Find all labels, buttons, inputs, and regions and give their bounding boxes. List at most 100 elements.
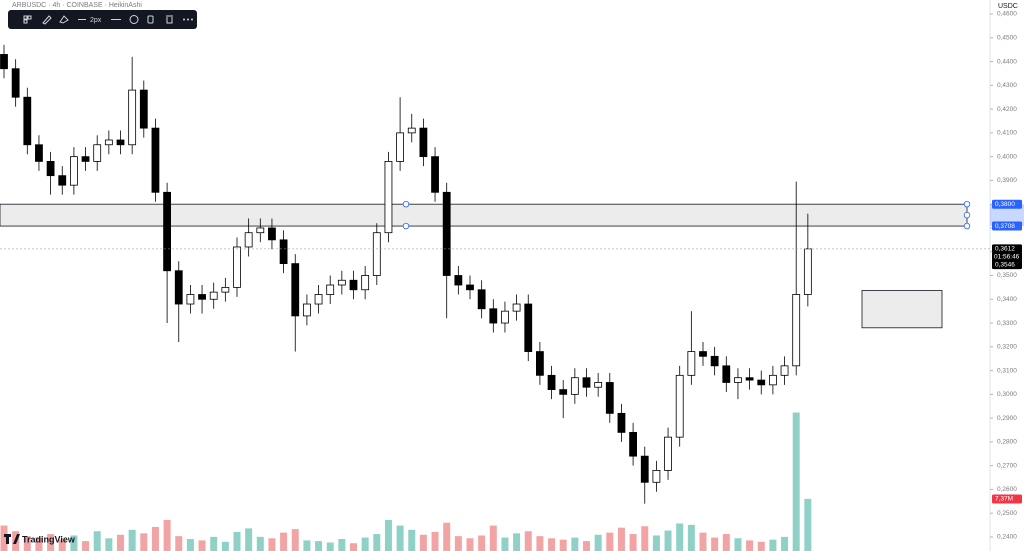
volume-bar bbox=[23, 536, 31, 551]
fill-icon[interactable] bbox=[59, 15, 69, 24]
volume-label-bg bbox=[992, 494, 1022, 504]
volume-bar bbox=[781, 536, 789, 551]
lock-icon[interactable] bbox=[147, 15, 154, 24]
more-icon[interactable] bbox=[183, 18, 185, 21]
candle-body bbox=[128, 89, 137, 146]
volume-bar bbox=[326, 542, 334, 551]
axis-zone-highlight bbox=[990, 204, 1024, 227]
zone-rect bbox=[861, 290, 943, 329]
candle-body bbox=[35, 144, 43, 162]
volume-bar bbox=[606, 532, 614, 551]
candle-body bbox=[442, 191, 451, 276]
price-label-bg bbox=[992, 199, 1022, 209]
volume-bar bbox=[408, 529, 416, 551]
drag-icon[interactable] bbox=[23, 15, 28, 20]
candle-body bbox=[256, 227, 265, 234]
candle-body bbox=[209, 291, 218, 300]
y-tick-label: 0,4300 bbox=[997, 82, 1017, 89]
volume-bar bbox=[454, 536, 462, 551]
y-tick-label: 0,4000 bbox=[997, 153, 1017, 160]
volume-bar bbox=[396, 525, 404, 551]
candle-body bbox=[46, 161, 55, 177]
candle-body bbox=[349, 279, 358, 291]
volume-bar bbox=[117, 534, 124, 551]
price-axis bbox=[990, 0, 1024, 551]
y-tick-label: 0,4600 bbox=[997, 11, 1017, 18]
line-width[interactable]: 2px bbox=[90, 17, 102, 24]
price-label: 0,3546 bbox=[995, 261, 1015, 268]
y-tick-label: 0,3500 bbox=[997, 272, 1017, 279]
candle-body bbox=[617, 412, 626, 433]
volume-bar bbox=[221, 541, 229, 551]
logo-text: TradingView bbox=[22, 534, 76, 544]
candle-body bbox=[104, 139, 113, 146]
volume-bar bbox=[186, 538, 194, 551]
candle-body bbox=[407, 127, 416, 134]
volume-bar bbox=[58, 539, 66, 551]
volume-bar bbox=[594, 534, 602, 551]
candle-body bbox=[244, 232, 253, 248]
toolbar-bg bbox=[8, 10, 197, 29]
volume-bar bbox=[140, 533, 148, 551]
volume-bar bbox=[641, 526, 649, 551]
volume-bar bbox=[0, 525, 8, 551]
y-tick-label: 0,3100 bbox=[997, 367, 1017, 374]
volume-bar bbox=[466, 538, 474, 551]
price-label-bg bbox=[992, 244, 1022, 254]
candle-body bbox=[780, 365, 789, 376]
volume-bar bbox=[524, 531, 532, 551]
settings-icon[interactable] bbox=[129, 15, 139, 24]
y-tick-label: 0,4400 bbox=[997, 58, 1017, 65]
volume-bar bbox=[291, 529, 299, 551]
volume-bar bbox=[128, 529, 136, 551]
volume-bar bbox=[233, 531, 241, 551]
y-tick-label: 0,4100 bbox=[997, 130, 1017, 137]
candle-body bbox=[640, 455, 649, 483]
candle-body bbox=[23, 96, 32, 146]
candle-body bbox=[710, 355, 719, 367]
axis-unit: USDC bbox=[998, 3, 1018, 10]
candle-body bbox=[70, 156, 78, 186]
candle-body bbox=[769, 374, 777, 386]
volume-bar bbox=[373, 534, 381, 551]
volume-bar bbox=[431, 531, 439, 551]
y-tick-label: 0,3000 bbox=[997, 391, 1017, 398]
volume-bar bbox=[315, 541, 323, 551]
y-tick-label: 0,3900 bbox=[997, 177, 1017, 184]
volume-bar bbox=[676, 523, 684, 551]
y-tick-label: 0,3400 bbox=[997, 296, 1017, 303]
candle-body bbox=[198, 294, 206, 300]
candle-body bbox=[372, 232, 381, 276]
volume-bar bbox=[489, 525, 497, 551]
candle-body bbox=[559, 389, 568, 395]
pencil-icon[interactable] bbox=[42, 15, 52, 25]
candle-body bbox=[81, 156, 90, 162]
volume-bar bbox=[82, 541, 90, 551]
volume-bar bbox=[501, 537, 509, 551]
delete-icon[interactable] bbox=[166, 15, 173, 24]
candle-body bbox=[524, 303, 533, 352]
zone-handle bbox=[963, 200, 971, 208]
candle-body bbox=[431, 156, 439, 193]
volume-bar bbox=[210, 536, 218, 551]
price-label: 0,3612 bbox=[995, 246, 1015, 253]
volume-bar bbox=[105, 538, 113, 551]
zone-handle bbox=[963, 211, 971, 219]
candle-body bbox=[93, 144, 102, 162]
volume-bar bbox=[419, 534, 427, 551]
volume-bar bbox=[280, 532, 288, 551]
volume-bar bbox=[245, 528, 253, 551]
y-tick-label: 0,4500 bbox=[997, 35, 1017, 42]
volume-bar bbox=[699, 532, 707, 551]
candle-body bbox=[221, 286, 230, 293]
y-tick-label: 0,3200 bbox=[997, 344, 1017, 351]
logo: TradingView bbox=[4, 534, 76, 544]
candle-body bbox=[722, 365, 731, 383]
candle-body bbox=[547, 374, 556, 390]
volume-bar bbox=[198, 540, 206, 551]
y-tick-label: 0,2600 bbox=[997, 486, 1017, 493]
volume-bar bbox=[478, 535, 486, 551]
candle-body bbox=[501, 310, 509, 324]
candle-body bbox=[279, 239, 288, 265]
